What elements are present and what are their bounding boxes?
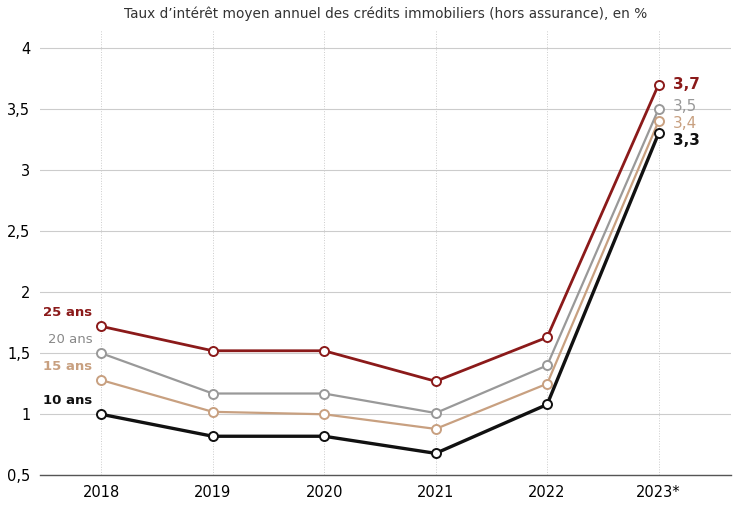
Text: 10 ans: 10 ans [43,394,92,407]
Text: 3,7: 3,7 [673,77,700,92]
Text: 15 ans: 15 ans [44,360,92,373]
Text: 25 ans: 25 ans [44,306,92,319]
Title: Taux d’intérêt moyen annuel des crédits immobiliers (hors assurance), en %: Taux d’intérêt moyen annuel des crédits … [124,7,647,21]
Text: 3,5: 3,5 [673,99,697,114]
Text: 3,4: 3,4 [673,116,697,131]
Text: 3,3: 3,3 [673,133,700,148]
Text: 20 ans: 20 ans [48,333,92,346]
